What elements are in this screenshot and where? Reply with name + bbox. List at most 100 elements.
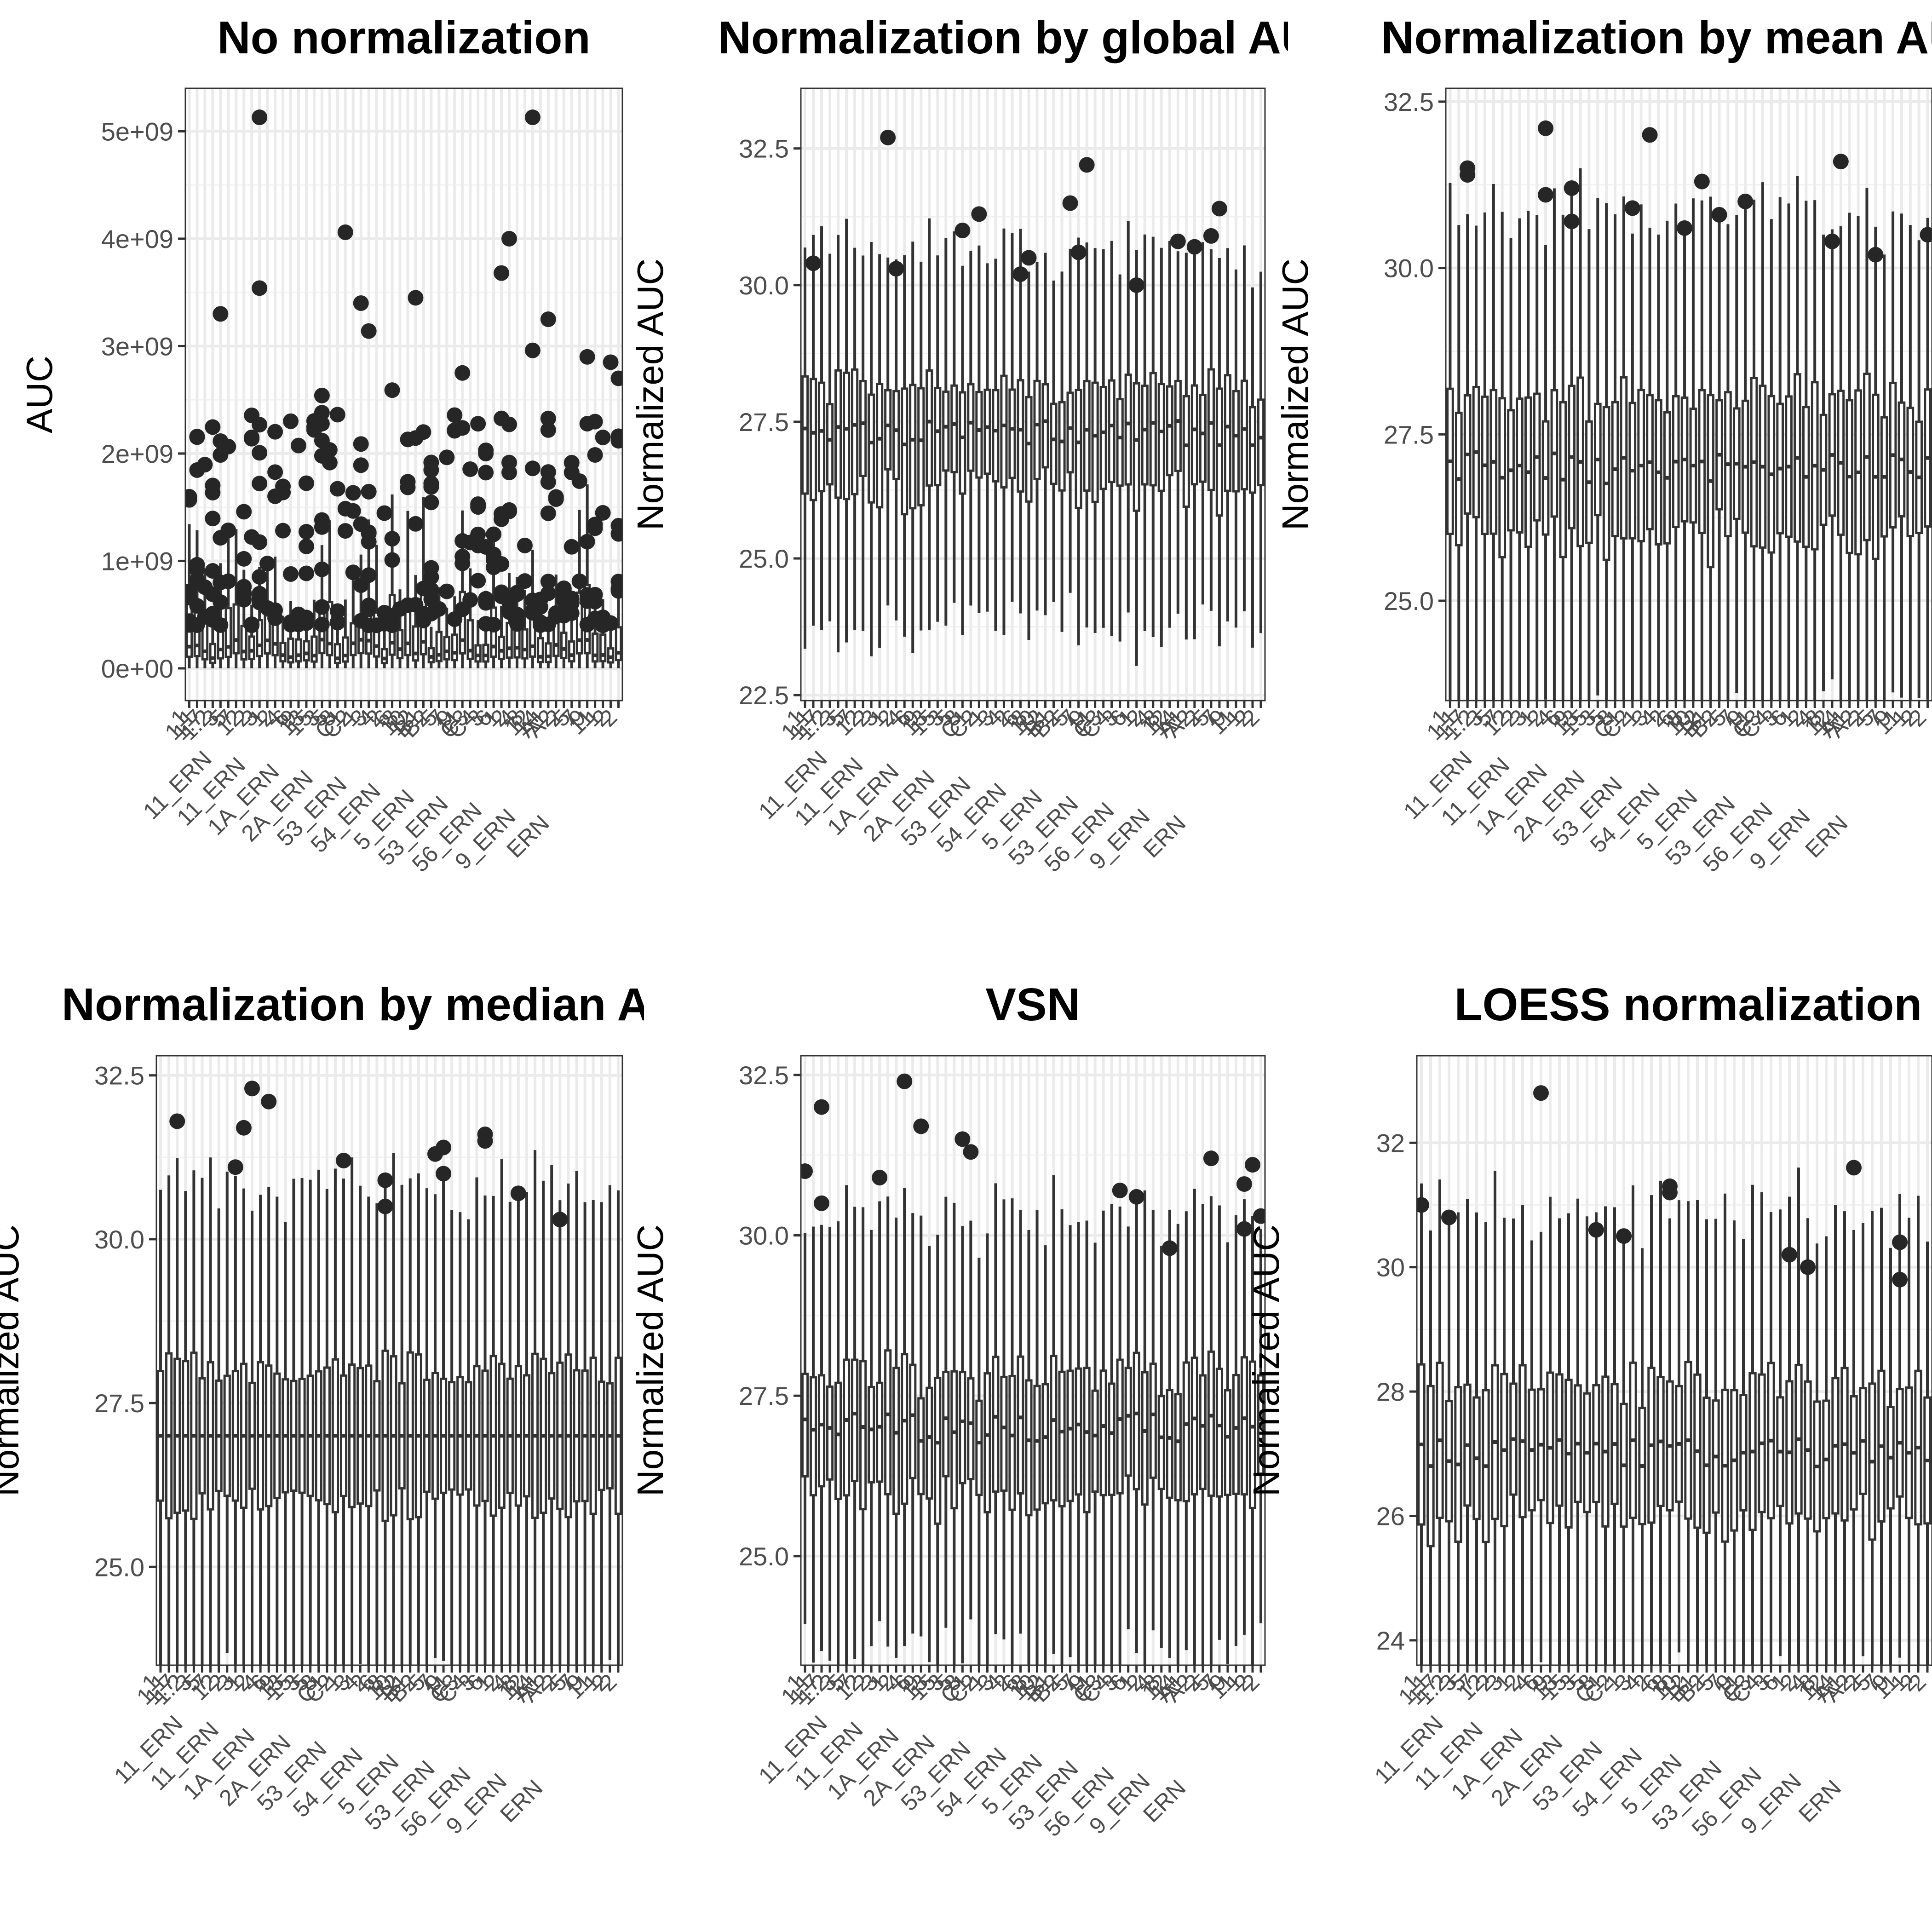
outlier-point (470, 526, 486, 542)
boxplot (1537, 1231, 1545, 1662)
outlier-point (252, 445, 268, 461)
boxplot (331, 1168, 339, 1665)
box (295, 638, 302, 663)
outlier-point (510, 1185, 526, 1202)
boxplot (1592, 1212, 1600, 1665)
outlier-point (1441, 1209, 1457, 1225)
box (876, 383, 884, 509)
outlier-point (579, 349, 595, 365)
boxplot (851, 247, 859, 630)
boxplot (1075, 237, 1082, 645)
boxplot (1436, 1179, 1444, 1665)
box (224, 607, 232, 658)
outlier-point (872, 1170, 888, 1185)
outlier-point (1460, 167, 1476, 183)
outlier-point (439, 583, 455, 599)
box (1166, 385, 1173, 477)
boxplot (801, 247, 809, 649)
boxplot (1463, 214, 1472, 701)
outlier-point (524, 342, 540, 358)
box (851, 368, 859, 495)
outlier-point (377, 1172, 393, 1188)
y-tick-label: 4e+09 (101, 224, 173, 253)
boxplot (1819, 235, 1828, 691)
outlier-point (540, 616, 556, 632)
boxplot (1141, 1190, 1149, 1665)
box (983, 1372, 991, 1513)
y-tick-label: 24 (1376, 1626, 1405, 1655)
panel-title: LOESS normalization (1455, 979, 1922, 1030)
boxplot (1215, 1205, 1223, 1640)
box (1240, 1356, 1248, 1496)
y-axis-title: Normalized AUC (1275, 259, 1316, 530)
outlier-point (486, 546, 502, 563)
boxplot (540, 1180, 547, 1665)
outlier-point (353, 457, 369, 473)
outlier-point (494, 410, 510, 426)
box (1124, 374, 1132, 486)
boxplot (306, 1179, 314, 1665)
outlier-point (252, 569, 268, 585)
box (967, 1377, 975, 1481)
outlier-point (1236, 1176, 1252, 1192)
box (1190, 384, 1198, 486)
outlier-point (478, 442, 494, 458)
boxplot (1528, 1240, 1536, 1665)
outlier-point (314, 561, 330, 577)
outlier-point (524, 592, 540, 609)
outlier-point (524, 109, 540, 126)
boxplot (1859, 1223, 1867, 1656)
boxplot (1541, 245, 1550, 700)
outlier-point (1128, 277, 1144, 293)
boxplot (809, 1226, 817, 1663)
panel-loess: 242628303211.11.71.23571223124691315358C… (1246, 979, 1932, 1841)
outlier-point (1564, 213, 1580, 230)
boxplot (1099, 1210, 1107, 1665)
boxplot (1232, 269, 1240, 628)
boxplot (1133, 1196, 1140, 1653)
box (1017, 1355, 1024, 1495)
outlier-point (361, 598, 377, 615)
box (1240, 380, 1248, 491)
boxplot (614, 1190, 622, 1665)
boxplot (876, 254, 884, 648)
boxplot (909, 1213, 917, 1634)
boxplot (1730, 1220, 1738, 1665)
boxplot (1025, 271, 1033, 640)
box (859, 1360, 867, 1511)
outlier-point (610, 428, 622, 444)
outlier-point (1070, 244, 1087, 260)
outlier-point (1824, 233, 1840, 249)
box (884, 389, 892, 471)
boxplot (1850, 1230, 1858, 1665)
box (1257, 1374, 1265, 1475)
outlier-point (213, 530, 229, 546)
outlier-point (478, 616, 494, 632)
boxplot (1066, 1225, 1074, 1657)
boxplot (1050, 280, 1058, 602)
box (826, 1385, 834, 1481)
box (474, 644, 482, 663)
box (1000, 1375, 1008, 1492)
boxplot (992, 259, 1000, 631)
boxplot (1585, 229, 1593, 701)
outlier-point (587, 447, 603, 463)
box (934, 1376, 942, 1525)
outlier-point (275, 523, 291, 539)
y-tick-label: 30 (1376, 1253, 1405, 1282)
boxplot (1854, 216, 1862, 701)
boxplot (1524, 211, 1532, 701)
boxplot (1889, 211, 1897, 693)
outlier-point (306, 413, 322, 429)
outlier-point (259, 556, 276, 572)
boxplot (1008, 233, 1016, 602)
outlier-point (1642, 127, 1658, 143)
outlier-point (552, 1212, 568, 1228)
outlier-point (1203, 228, 1219, 244)
outlier-point (1170, 233, 1186, 249)
boxplot (859, 1207, 867, 1665)
boxplot (1767, 219, 1776, 701)
outlier-point (213, 447, 229, 463)
boxplot (1091, 1242, 1099, 1665)
boxplot (1149, 1210, 1157, 1631)
